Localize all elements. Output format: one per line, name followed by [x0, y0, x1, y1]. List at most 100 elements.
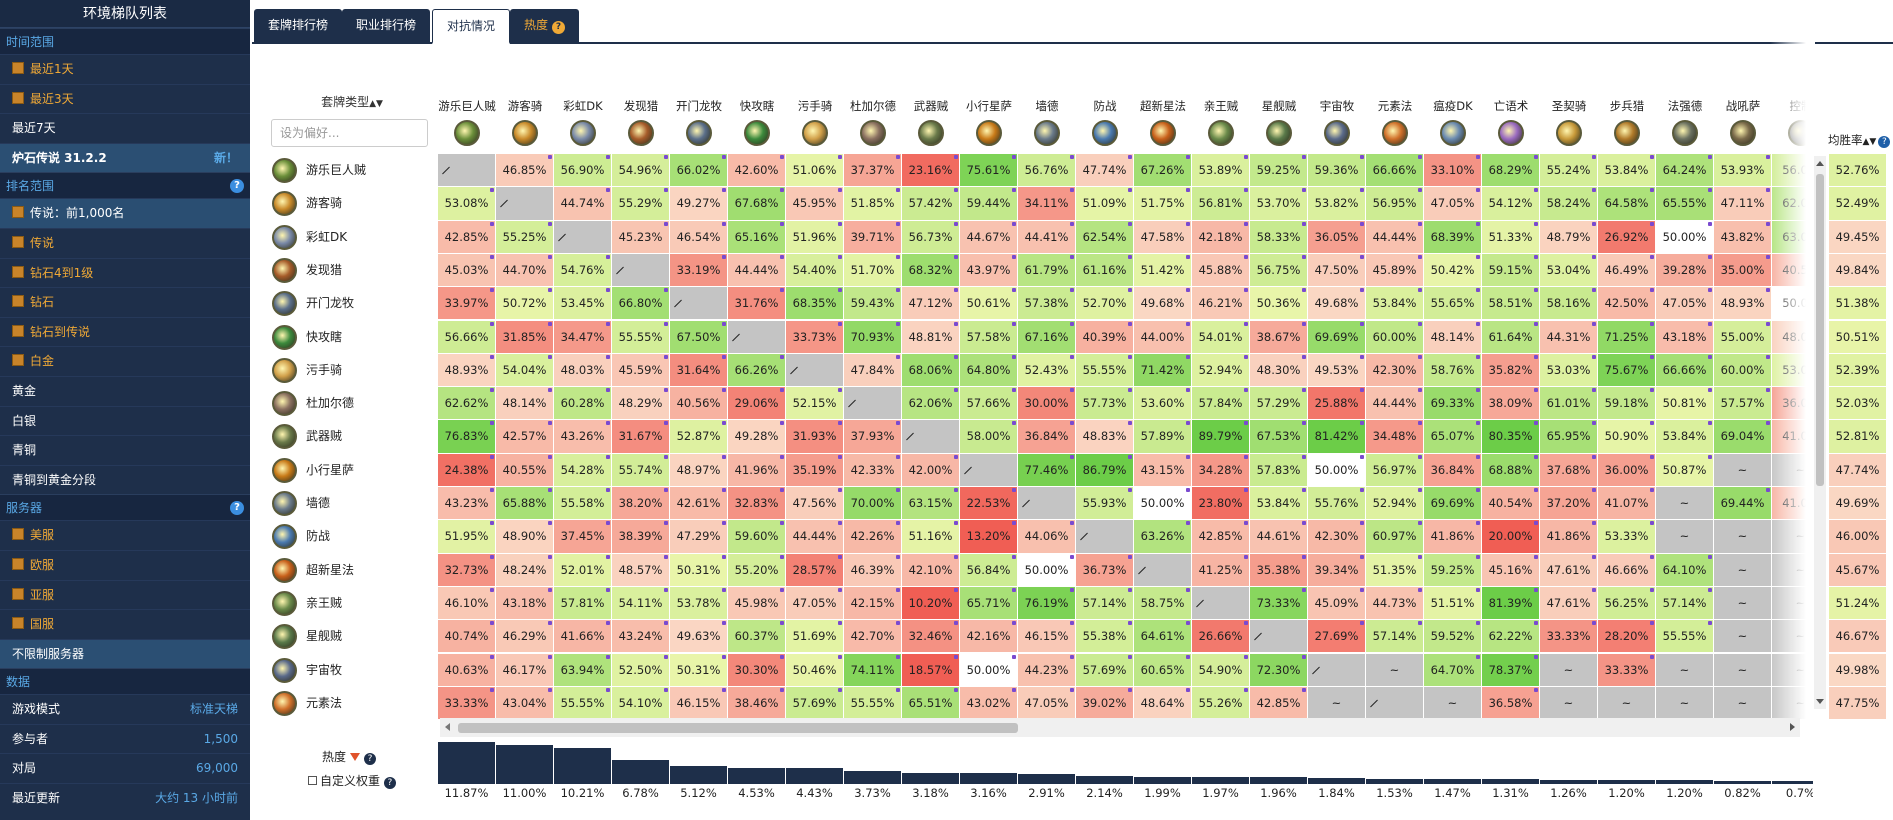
sidebar-item-server-all[interactable]: 不限制服务器	[0, 638, 250, 669]
matchup-cell[interactable]: 51.85%	[844, 187, 901, 220]
matchup-cell[interactable]: 68.29%	[1482, 154, 1539, 187]
matchup-cell[interactable]: 65.88%	[496, 487, 553, 520]
matchup-cell[interactable]: 45.23%	[612, 220, 669, 253]
tab-deck-ranking[interactable]: 套牌排行榜	[254, 9, 343, 42]
matchup-cell[interactable]: 48.90%	[496, 520, 553, 553]
row-header[interactable]: 星舰贼	[270, 620, 438, 653]
matchup-cell[interactable]: 54.76%	[554, 253, 611, 287]
matchup-cell[interactable]: 48.24%	[496, 553, 553, 586]
matchup-cell[interactable]: 48.14%	[1424, 320, 1481, 353]
matchup-cell[interactable]: 43.04%	[496, 686, 553, 720]
matchup-cell[interactable]: 41.96%	[728, 453, 785, 486]
row-header[interactable]: 快攻瞎	[270, 321, 438, 354]
matchup-cell[interactable]: 58.16%	[1540, 287, 1597, 320]
matchup-cell[interactable]: 55.55%	[554, 686, 611, 720]
matchup-cell[interactable]: 86.79%	[1076, 453, 1133, 486]
matchup-cell[interactable]: 37.93%	[844, 420, 901, 453]
matchup-cell[interactable]: 52.15%	[786, 387, 843, 420]
matchup-cell[interactable]: 65.16%	[728, 220, 785, 253]
matchup-cell[interactable]: 42.33%	[844, 453, 901, 486]
matchup-cell[interactable]: 69.44%	[1714, 487, 1771, 520]
matchup-cell[interactable]: 44.31%	[1540, 320, 1597, 353]
matchup-cell[interactable]: 89.79%	[1192, 420, 1249, 453]
matchup-cell[interactable]: 77.46%	[1018, 453, 1075, 486]
matchup-cell[interactable]: 51.35%	[1366, 553, 1423, 586]
matchup-cell[interactable]: 32.73%	[438, 553, 495, 586]
matchup-cell[interactable]: 40.74%	[438, 620, 495, 653]
matchup-cell[interactable]: 42.85%	[1192, 520, 1249, 553]
sidebar-item-last-7-days[interactable]: 最近7天	[0, 113, 250, 143]
matchup-cell[interactable]: 48.64%	[1134, 686, 1191, 720]
matchup-cell[interactable]: 55.74%	[612, 453, 669, 486]
matchup-cell[interactable]: 47.56%	[786, 487, 843, 520]
matchup-cell[interactable]: 58.51%	[1482, 287, 1539, 320]
sidebar-item-server-eu[interactable]: 欧服	[0, 549, 250, 580]
matchup-cell[interactable]: 56.73%	[902, 220, 959, 253]
matchup-cell[interactable]: 46.85%	[496, 154, 553, 187]
matchup-cell[interactable]: 29.06%	[728, 387, 785, 420]
matchup-cell[interactable]: 56.81%	[1192, 187, 1249, 220]
matchup-cell[interactable]: 23.80%	[1192, 487, 1249, 520]
matchup-cell[interactable]: 64.24%	[1656, 154, 1713, 187]
matchup-cell[interactable]: 68.39%	[1424, 220, 1481, 253]
matchup-cell[interactable]: 44.70%	[496, 253, 553, 287]
matchup-cell[interactable]: 50.00%	[1656, 220, 1713, 253]
matchup-cell[interactable]: 45.59%	[612, 353, 669, 387]
matchup-cell[interactable]: 44.73%	[1366, 586, 1423, 620]
matchup-cell[interactable]: 53.08%	[438, 187, 495, 220]
matchup-cell[interactable]: 55.55%	[1076, 353, 1133, 387]
matchup-cell[interactable]: 66.02%	[670, 154, 727, 187]
matchup-cell[interactable]: 37.68%	[1540, 453, 1597, 486]
matchup-cell[interactable]: 52.94%	[1366, 487, 1423, 520]
matchup-cell[interactable]: 35.82%	[1482, 353, 1539, 387]
matchup-cell[interactable]: 44.67%	[960, 220, 1017, 253]
matchup-cell[interactable]: 59.43%	[844, 287, 901, 320]
matchup-cell[interactable]: 32.83%	[728, 487, 785, 520]
matchup-cell[interactable]: 48.57%	[612, 553, 669, 586]
matchup-cell[interactable]: 65.07%	[1424, 420, 1481, 453]
matchup-cell[interactable]: 76.83%	[438, 420, 495, 453]
column-header[interactable]: 超新星法	[1134, 98, 1192, 146]
sidebar-item-silver[interactable]: 白银	[0, 405, 250, 436]
matchup-cell[interactable]: 64.70%	[1424, 653, 1481, 686]
matchup-cell[interactable]: 54.28%	[554, 453, 611, 486]
matchup-cell[interactable]: 33.97%	[438, 287, 495, 320]
row-header[interactable]: 发现猎	[270, 254, 438, 287]
matchup-cell[interactable]: 44.44%	[786, 520, 843, 553]
tab-popularity[interactable]: 热度?	[510, 9, 580, 42]
matchup-cell[interactable]: 56.76%	[1018, 154, 1075, 187]
matchup-cell[interactable]: 69.33%	[1424, 387, 1481, 420]
deck-type-sort-header[interactable]: 套牌类型▲▼	[272, 93, 432, 110]
matchup-cell[interactable]: 42.00%	[902, 453, 959, 486]
matchup-cell[interactable]: 61.01%	[1540, 387, 1597, 420]
matchup-cell[interactable]: 41.86%	[1540, 520, 1597, 553]
matchup-cell[interactable]: 53.70%	[1250, 187, 1307, 220]
matchup-cell[interactable]: 46.39%	[844, 553, 901, 586]
matchup-cell[interactable]: 44.41%	[1018, 220, 1075, 253]
matchup-cell[interactable]: 42.30%	[1308, 520, 1365, 553]
matchup-cell[interactable]: 55.55%	[1656, 620, 1713, 653]
matchup-cell[interactable]: 81.39%	[1482, 586, 1539, 620]
matchup-cell[interactable]: 45.09%	[1308, 586, 1365, 620]
matchup-cell[interactable]: 50.81%	[1656, 387, 1713, 420]
matchup-cell[interactable]: 55.55%	[612, 320, 669, 353]
matchup-cell[interactable]: 47.74%	[1076, 154, 1133, 187]
matchup-cell[interactable]: 58.00%	[960, 420, 1017, 453]
matchup-cell[interactable]: 41.07%	[1598, 487, 1655, 520]
matchup-cell[interactable]: 60.65%	[1134, 653, 1191, 686]
matchup-cell[interactable]: 54.11%	[612, 586, 669, 620]
sidebar-item-last-3-days[interactable]: 最近3天	[0, 83, 250, 114]
sidebar-item-legend-top-1000[interactable]: 传说：前1,000名	[0, 198, 250, 228]
matchup-cell[interactable]: 73.33%	[1250, 586, 1307, 620]
matchup-cell[interactable]: 53.04%	[1540, 253, 1597, 287]
matchup-cell[interactable]: 24.38%	[438, 453, 495, 486]
matchup-cell[interactable]: 38.46%	[728, 686, 785, 720]
row-header[interactable]: 元素法	[270, 687, 438, 720]
matchup-cell[interactable]: 32.46%	[902, 620, 959, 653]
matchup-cell[interactable]: 51.69%	[786, 620, 843, 653]
column-header[interactable]: 游客骑	[496, 98, 554, 146]
matchup-cell[interactable]: 46.49%	[1598, 253, 1655, 287]
matchup-cell[interactable]: 67.53%	[1250, 420, 1307, 453]
matchup-cell[interactable]: 48.97%	[670, 453, 727, 486]
matchup-cell[interactable]: 56.95%	[1366, 187, 1423, 220]
